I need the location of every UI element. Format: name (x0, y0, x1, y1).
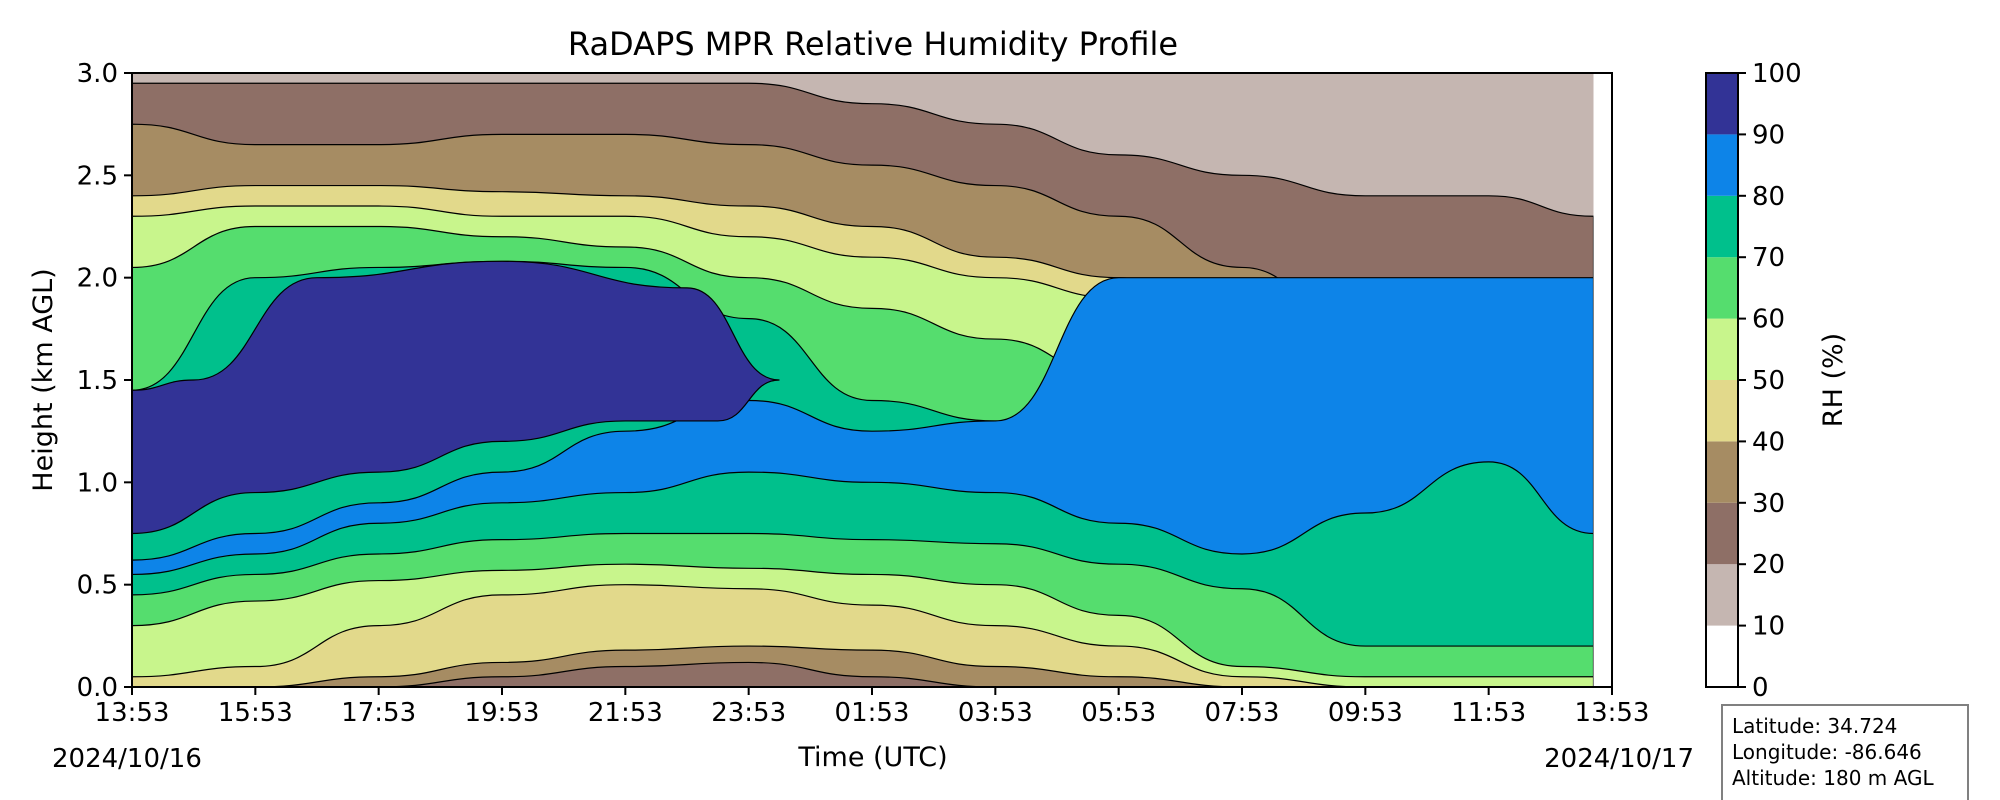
x-tick-label: 05:53 (1081, 698, 1156, 728)
y-axis-label: Height (km AGL) (28, 268, 59, 491)
colorbar-segment (1706, 134, 1738, 196)
rh-band-90-100 (132, 260, 780, 535)
x-tick-label: 17:53 (341, 698, 416, 728)
x-tick-label: 23:53 (711, 698, 786, 728)
y-tick-label: 3.0 (77, 59, 118, 89)
x-tick-label: 09:53 (1328, 698, 1403, 728)
date-end-label: 2024/10/17 (1544, 744, 1694, 774)
y-tick-label: 0.5 (77, 571, 118, 601)
colorbar-tick-label: 90 (1752, 120, 1785, 150)
plot-area (132, 73, 1612, 687)
colorbar-segment (1706, 380, 1738, 442)
colorbar-segment (1706, 502, 1738, 565)
colorbar-tick-label: 20 (1752, 550, 1785, 580)
y-tick-label: 2.0 (77, 264, 118, 294)
rh-contour-40 (132, 584, 1594, 687)
x-axis: 13:53 15:53 17:53 19:53 21:53 23:53 01:53 03:53… (95, 687, 1650, 728)
colorbar-tick-label: 30 (1752, 489, 1785, 519)
x-tick-label: 13:53 (95, 698, 170, 728)
colorbar: 0 10 20 30 40 50 60 70 80 90 100 (1706, 59, 1802, 703)
colorbar-segment (1706, 73, 1738, 135)
x-tick-label: 15:53 (218, 698, 293, 728)
chart-title: RaDAPS MPR Relative Humidity Profile (568, 25, 1178, 63)
x-tick-label: 03:53 (958, 698, 1033, 728)
no-data-strip (1593, 73, 1612, 687)
colorbar-segment (1706, 441, 1738, 503)
date-start-label: 2024/10/16 (52, 744, 202, 774)
y-tick-label: 1.5 (77, 366, 118, 396)
x-tick-label: 19:53 (465, 698, 540, 728)
colorbar-tick-label: 60 (1752, 305, 1785, 335)
colorbar-segment (1706, 257, 1738, 319)
contour-fills (132, 73, 1612, 687)
longitude-text: Longitude: -86.646 (1732, 740, 1922, 764)
colorbar-segment (1706, 195, 1738, 258)
x-tick-label: 11:53 (1451, 698, 1526, 728)
y-axis: 0.0 0.5 1.0 1.5 2.0 2.5 3.0 (77, 59, 132, 703)
rh-contour-20 (132, 661, 1594, 687)
colorbar-tick-label: 10 (1752, 612, 1785, 642)
latitude-text: Latitude: 34.724 (1732, 714, 1897, 738)
x-tick-label: 01:53 (835, 698, 910, 728)
y-tick-label: 0.0 (77, 673, 118, 703)
colorbar-tick-label: 50 (1752, 366, 1785, 396)
colorbar-frame (1705, 72, 1739, 688)
x-tick-label: 07:53 (1205, 698, 1280, 728)
x-axis-label: Time (UTC) (797, 742, 947, 773)
altitude-text: Altitude: 180 m AGL (1732, 766, 1934, 790)
colorbar-label: RH (%) (1818, 333, 1849, 427)
info-box-frame (1721, 704, 1969, 800)
x-tick-label: 13:53 (1575, 698, 1650, 728)
colorbar-tick-label: 100 (1752, 59, 1802, 89)
x-tick-label: 21:53 (588, 698, 663, 728)
y-tick-label: 2.5 (77, 161, 118, 191)
colorbar-segment (1706, 564, 1738, 626)
colorbar-tick-label: 70 (1752, 243, 1785, 273)
colorbar-segment (1706, 318, 1738, 380)
colorbar-tick-label: 0 (1752, 673, 1769, 703)
y-tick-label: 1.0 (77, 468, 118, 498)
colorbar-segment (1706, 625, 1738, 687)
station-info-box: Latitude: 34.724 Longitude: -86.646 Alti… (1721, 704, 1969, 800)
colorbar-tick-label: 80 (1752, 182, 1785, 212)
colorbar-tick-label: 40 (1752, 427, 1785, 457)
